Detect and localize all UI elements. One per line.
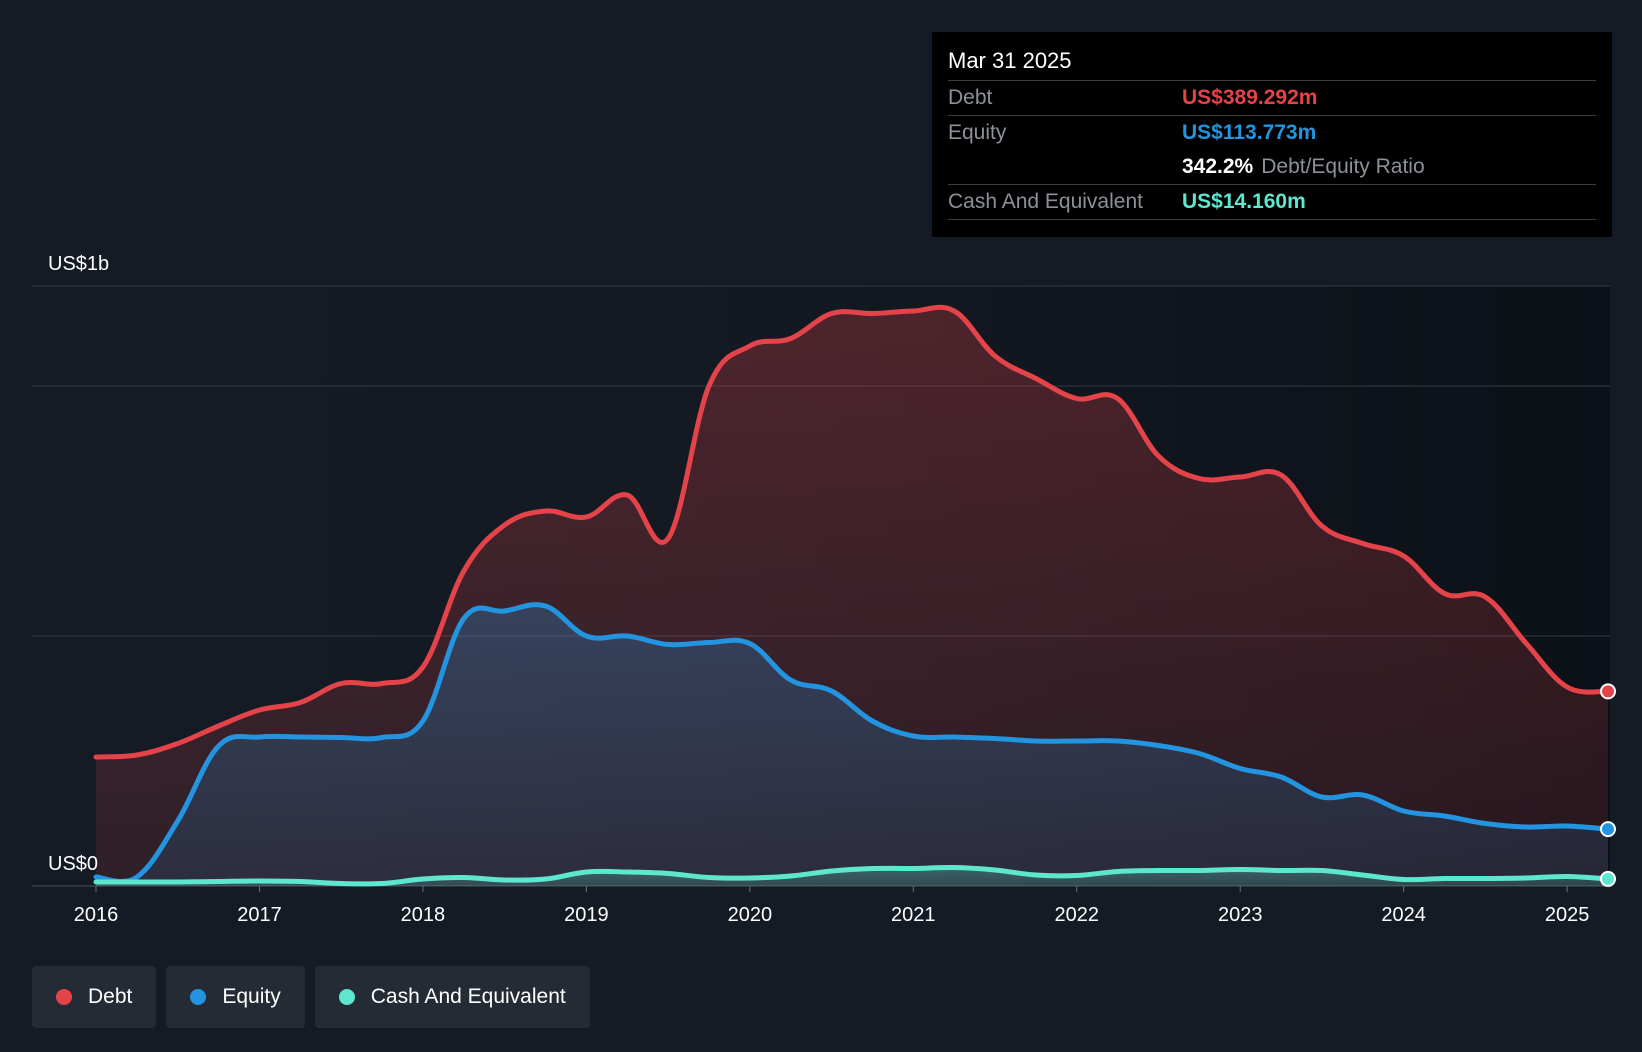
end-marker-equity [1600, 821, 1616, 838]
area-equity [96, 604, 1608, 886]
tooltip-cash-value: US$14.160m [1182, 190, 1306, 213]
end-marker-debt [1600, 683, 1616, 700]
y-axis-bottom-label: US$0 [48, 853, 98, 875]
tooltip-date: Mar 31 2025 [948, 48, 1072, 73]
tooltip-row-equity: Equity US$113.773m [948, 115, 1596, 150]
x-tick-label: 2020 [728, 904, 773, 926]
tooltip-row-debt: Debt US$389.292m [948, 80, 1596, 115]
x-tick-label: 2017 [237, 904, 282, 926]
series-end-markers [1600, 683, 1616, 887]
end-marker-cash [1600, 870, 1616, 887]
x-tick-label: 2025 [1545, 904, 1590, 926]
tooltip-cash-label: Cash And Equivalent [948, 190, 1143, 213]
x-axis-ticks: 2016 2017 2018 2019 2020 2021 2022 2023 2024 2025 [74, 886, 1590, 926]
x-tick-label: 2024 [1381, 904, 1426, 926]
tooltip-equity-value: US$113.773m [1182, 121, 1317, 144]
line-debt [93, 304, 1611, 760]
tooltip-panel: Mar 31 2025 Debt US$389.292m Equity US$1… [932, 32, 1612, 237]
x-tick-label: 2016 [74, 904, 119, 926]
legend-dot-icon [56, 989, 72, 1005]
tooltip-debt-value: US$389.292m [1182, 86, 1318, 109]
legend-item-equity[interactable]: Equity [166, 966, 305, 1028]
x-tick-label: 2021 [891, 904, 936, 926]
tooltip-ratio-label: Debt/Equity Ratio [1261, 155, 1425, 178]
legend-label-debt: Debt [88, 985, 133, 1008]
x-tick-label: 2022 [1055, 904, 1100, 926]
tooltip-row-cash: Cash And Equivalent US$14.160m [948, 184, 1596, 220]
legend-dot-icon [190, 989, 207, 1005]
legend-item-debt[interactable]: Debt [32, 966, 157, 1028]
x-tick-label: 2018 [401, 904, 446, 926]
line-cash [93, 864, 1611, 887]
legend-item-cash[interactable]: Cash And Equivalent [314, 966, 590, 1028]
legend-label-cash: Cash And Equivalent [370, 985, 566, 1008]
tooltip-ratio-value: 342.2% [1182, 155, 1254, 178]
tooltip-equity-label: Equity [948, 121, 1007, 144]
tooltip-row-ratio: 342.2% Debt/Equity Ratio [948, 150, 1596, 184]
x-tick-label: 2023 [1218, 904, 1263, 926]
line-equity [93, 602, 1611, 884]
legend-dot-icon [338, 989, 355, 1005]
tooltip-debt-label: Debt [948, 86, 993, 109]
legend-label-equity: Equity [222, 985, 281, 1008]
series-lines [93, 304, 1611, 887]
y-axis-top-label: US$1b [48, 253, 109, 275]
x-tick-label: 2019 [564, 904, 609, 926]
chart-legend: Debt Equity Cash And Equivalent [32, 966, 590, 1028]
